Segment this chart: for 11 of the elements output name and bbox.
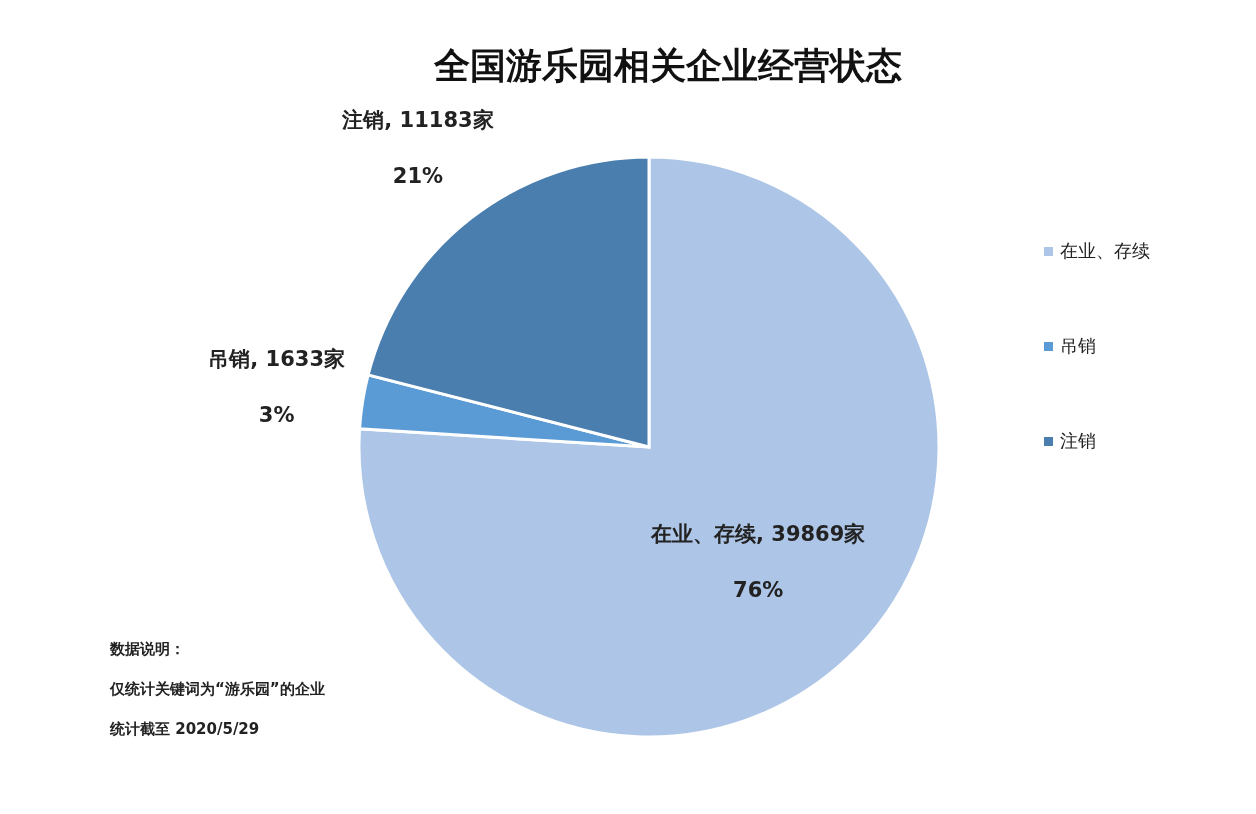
legend-label: 在业、存续: [1060, 240, 1150, 261]
text: 在业、存续, 39869家 76%: [651, 522, 866, 603]
text: 注销, 11183家 21%: [342, 108, 494, 189]
legend-label: 注销: [1060, 430, 1096, 451]
chart-title: 全国游乐园相关企业经营状态: [433, 45, 902, 86]
legend-label: 吊销: [1060, 335, 1096, 356]
text: 数据说明：: [109, 639, 185, 658]
text: 仅统计关键词为“游乐园”的企业: [109, 679, 325, 698]
text: 统计截至 2020/5/29: [109, 719, 260, 738]
text: 吊销, 1633家 3%: [208, 347, 346, 428]
pie-slice: [358, 155, 941, 739]
